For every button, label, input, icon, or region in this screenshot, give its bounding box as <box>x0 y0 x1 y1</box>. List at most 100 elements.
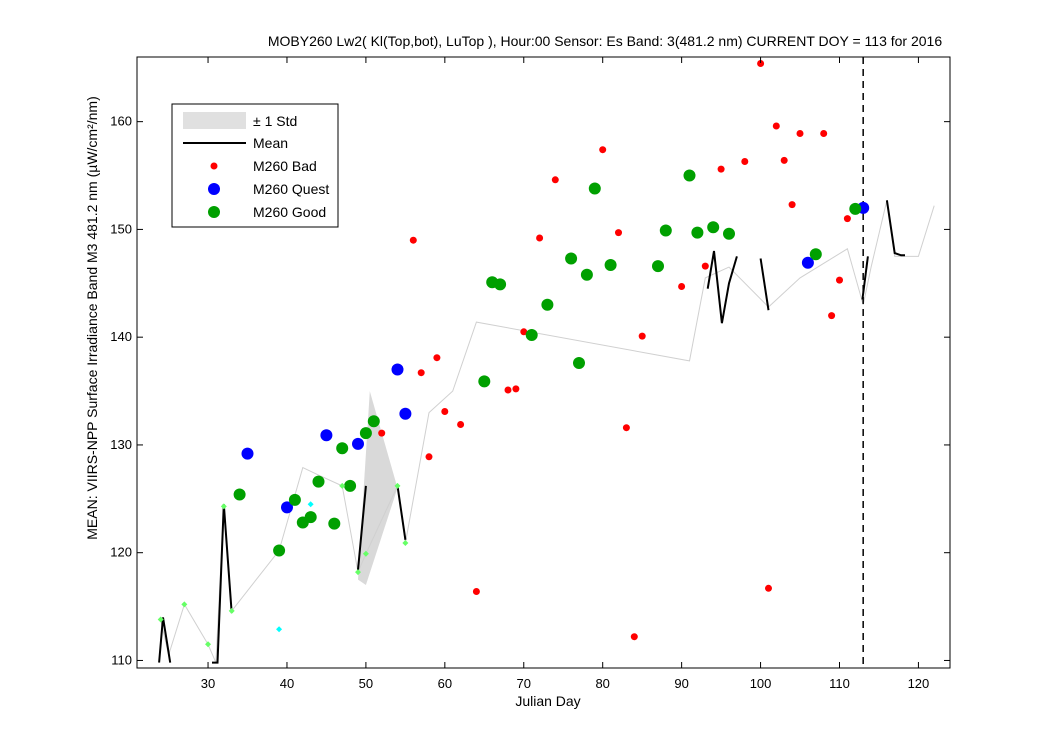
m260-quest-point <box>241 447 254 460</box>
mean-line-segment <box>357 485 367 570</box>
m260-bad-point <box>820 130 828 137</box>
extra-point <box>307 501 314 508</box>
m260-bad-point <box>599 146 607 154</box>
m260-bad-point <box>765 584 772 592</box>
std-band <box>358 391 398 585</box>
legend-std-band-swatch <box>183 112 246 129</box>
y-tick-label: 130 <box>110 437 132 452</box>
extra-point <box>362 550 369 557</box>
m260-quest-point <box>391 363 404 376</box>
m260-bad-point <box>780 156 788 164</box>
m260-bad-point <box>828 312 836 320</box>
extra-point <box>228 607 235 614</box>
extra-point <box>157 616 164 623</box>
m260-good-point <box>525 329 538 341</box>
y-tick-label: 120 <box>110 545 132 560</box>
m260-good-point <box>328 517 341 530</box>
m260-bad-point <box>536 234 544 242</box>
m260-good-point <box>541 298 554 311</box>
extra-point <box>339 482 346 489</box>
extra-point <box>402 539 409 546</box>
m260-quest-point <box>352 437 364 450</box>
legend-label-bad: M260 Bad <box>253 158 317 174</box>
m260-bad-point <box>378 429 386 437</box>
m260-good-point <box>573 357 585 369</box>
legend-quest-marker <box>208 183 220 195</box>
plot-frame <box>136 56 951 669</box>
m260-quest-point <box>399 407 412 420</box>
m260-good-point <box>849 202 862 215</box>
legend: ± 1 Std Mean M260 Bad M260 Quest M260 Go… <box>171 103 339 228</box>
y-tick-label: 150 <box>110 221 132 236</box>
m260-bad-point <box>472 588 480 595</box>
mean-line-segment <box>861 256 869 300</box>
extra-point <box>205 641 212 648</box>
m260-bad-point <box>441 408 449 415</box>
m260-good-point <box>344 479 357 492</box>
m260-good-point <box>659 224 672 237</box>
m260-bad-point <box>512 385 520 393</box>
m260-bad-point <box>741 158 749 165</box>
m260-bad-point <box>701 262 709 270</box>
m260-good-point <box>809 248 822 261</box>
m260-good-point <box>233 488 246 501</box>
m260-bad-point <box>417 369 425 377</box>
m260-bad-point <box>409 236 417 244</box>
m260-bad-point <box>678 283 686 290</box>
m260-bad-point <box>425 453 433 461</box>
x-axis-title: Julian Day <box>515 693 580 709</box>
x-tick-label: 110 <box>829 676 850 691</box>
x-tick-label: 30 <box>201 676 215 691</box>
m260-good-point <box>273 544 286 557</box>
m260-good-point <box>494 278 507 291</box>
mean-line-segment <box>212 504 233 664</box>
y-tick-label: 160 <box>110 114 132 129</box>
legend-good-marker <box>208 206 220 218</box>
m260-good-point <box>367 415 380 428</box>
x-tick-label: 90 <box>674 676 688 691</box>
m260-good-point <box>336 442 349 455</box>
mean-line-segment <box>706 250 738 324</box>
m260-bad-point <box>638 332 646 340</box>
extra-point <box>276 626 283 633</box>
extra-point <box>181 601 188 608</box>
m260-bad-point <box>843 215 851 223</box>
mean-line-segment <box>885 200 905 257</box>
legend-label-std: ± 1 Std <box>253 113 297 129</box>
x-tick-label: 120 <box>908 676 930 691</box>
m260-bad-point <box>796 130 804 137</box>
m260-good-point <box>683 169 696 182</box>
legend-label-good: M260 Good <box>253 204 326 220</box>
legend-label-mean: Mean <box>253 135 288 151</box>
m260-bad-point <box>433 354 441 362</box>
y-tick-label: 140 <box>110 329 132 344</box>
m260-good-point <box>652 260 664 273</box>
x-tick-label: 70 <box>517 676 531 691</box>
x-tick-label: 40 <box>280 676 294 691</box>
m260-bad-point <box>772 122 780 130</box>
m260-good-point <box>723 227 735 240</box>
legend-label-quest: M260 Quest <box>253 181 329 197</box>
plot-area <box>157 57 935 668</box>
m260-bad-point <box>504 386 512 394</box>
m260-bad-point <box>836 276 843 284</box>
m260-good-point <box>588 182 601 195</box>
m260-good-point <box>604 259 617 271</box>
m260-good-point <box>707 221 720 234</box>
legend-bad-marker <box>210 162 218 170</box>
mean-line-segment <box>759 258 770 311</box>
chart-title: MOBY260 Lw2( Kl(Top,bot), LuTop ), Hour:… <box>268 33 942 49</box>
x-tick-label: 50 <box>359 676 373 691</box>
m260-quest-point <box>801 256 814 269</box>
m260-quest-point <box>320 429 333 442</box>
mean-line-segment <box>158 617 172 663</box>
m260-bad-point <box>551 176 559 184</box>
m260-quest-point <box>281 501 293 514</box>
extra-point <box>394 482 401 489</box>
m260-good-point <box>565 252 578 265</box>
x-tick-label: 80 <box>595 676 609 691</box>
m260-bad-point <box>788 201 796 209</box>
m260-good-point <box>691 226 704 239</box>
